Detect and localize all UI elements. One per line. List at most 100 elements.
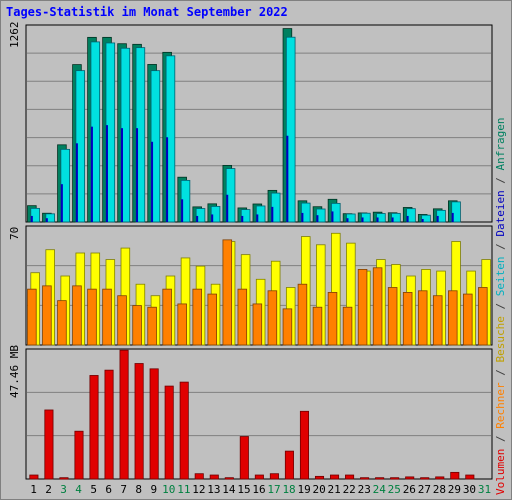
bar-dateien-24 [376, 217, 379, 222]
bar-volumen-25 [390, 477, 400, 480]
bar-seiten-18 [285, 36, 296, 223]
bar-dateien-25 [391, 217, 394, 222]
legend-volumen: Volumen [494, 449, 507, 495]
bar-dateien-3 [60, 184, 63, 222]
day-label-10: 10 [162, 483, 175, 496]
legend-sep [494, 442, 507, 449]
bar-seiten-12 [195, 208, 206, 223]
bar-dateien-9 [151, 141, 154, 222]
bar-volumen-14 [224, 477, 234, 480]
bar-volumen-18 [284, 450, 294, 480]
bar-rechner-9 [147, 306, 157, 346]
page-title: Tages-Statistik im Monat September 2022 [6, 5, 288, 19]
bar-rechner-10 [162, 288, 172, 346]
legend-sep-3: / [494, 303, 507, 310]
bar-dateien-2 [45, 218, 48, 222]
day-label-18: 18 [282, 483, 295, 496]
day-label-9: 9 [150, 483, 157, 496]
bar-rechner-3 [57, 300, 67, 346]
bar-rechner-13 [207, 293, 218, 346]
bar-volumen-8 [134, 363, 144, 480]
day-label-7: 7 [120, 483, 127, 496]
bar-rechner-25 [387, 287, 398, 346]
bar-rechner-6 [102, 288, 112, 346]
day-label-20: 20 [313, 483, 326, 496]
bar-dateien-5 [90, 126, 93, 222]
day-label-1: 1 [30, 483, 37, 496]
day-label-30: 30 [463, 483, 476, 496]
bar-seiten-13 [210, 206, 221, 223]
bar-volumen-5 [89, 375, 99, 480]
bar-seiten-27 [421, 214, 431, 223]
day-label-22: 22 [343, 483, 356, 496]
bar-seiten-15 [240, 209, 251, 223]
bar-volumen-17 [269, 473, 279, 480]
bar-volumen-13 [209, 474, 219, 480]
day-label-31: 31 [478, 483, 491, 496]
legend-sep-space-7 [494, 237, 507, 244]
bar-volumen-6 [104, 369, 114, 480]
bar-seiten-22 [346, 213, 356, 223]
bar-rechner-26 [402, 292, 413, 346]
legend-sep-space [494, 429, 507, 436]
bar-volumen-4 [74, 430, 84, 480]
bar-volumen-21 [330, 474, 340, 480]
bar-dateien-19 [301, 212, 304, 222]
bar-dateien-10 [166, 137, 169, 222]
legend-anfragen: Anfragen [494, 117, 507, 170]
legend-sep-space-3 [494, 363, 507, 370]
bar-dateien-29 [451, 212, 454, 222]
volume-ylabel: 47.46 MB [8, 345, 21, 398]
bar-volumen-2 [44, 409, 54, 480]
bar-rechner-24 [372, 267, 383, 346]
bar-rechner-18 [282, 308, 293, 346]
bar-dateien-1 [30, 215, 33, 222]
day-label-21: 21 [328, 483, 341, 496]
day-label-28: 28 [433, 483, 446, 496]
bar-rechner-2 [42, 285, 52, 346]
bar-volumen-15 [239, 436, 249, 480]
bar-rechner-21 [327, 292, 338, 346]
day-label-24: 24 [373, 483, 387, 496]
day-label-16: 16 [252, 483, 265, 496]
bar-rechner-22 [342, 306, 353, 346]
legend-sep-space-6 [494, 250, 507, 257]
visits-ylabel: 70 [8, 227, 21, 240]
x-axis-labels: 1 2 3 4 5 6 7 8 9 10 11 12 13 14 15 16 17 18 19 20 21 22 23 24 2… [30, 483, 491, 496]
bar-volumen-11 [179, 381, 189, 480]
bar-dateien-4 [75, 143, 78, 222]
bar-volumen-3 [59, 477, 69, 480]
bar-dateien-6 [105, 125, 108, 222]
legend-sep-space-4 [494, 310, 507, 317]
bar-rechner-11 [177, 303, 187, 346]
day-label-2: 2 [45, 483, 52, 496]
bar-volumen-20 [314, 475, 325, 480]
bar-rechner-29 [448, 290, 458, 346]
legend-sep-1: / [494, 435, 507, 442]
bar-seiten-1 [30, 207, 40, 223]
bar-dateien-18 [286, 135, 289, 222]
bar-volumen-23 [360, 477, 370, 480]
bar-dateien-13 [211, 214, 214, 222]
day-label-6: 6 [105, 483, 112, 496]
bar-rechner-27 [417, 290, 428, 346]
hits-ylabel: 1262 [8, 22, 21, 49]
day-label-12: 12 [192, 483, 205, 496]
day-label-17: 17 [267, 483, 280, 496]
legend-sep-4: / [494, 243, 507, 250]
day-label-11: 11 [177, 483, 190, 496]
bar-dateien-22 [346, 218, 349, 222]
day-label-15: 15 [237, 483, 250, 496]
day-label-14: 14 [222, 483, 236, 496]
bar-dateien-23 [361, 217, 364, 222]
legend-sep-5: / [494, 177, 507, 184]
bar-volumen-22 [345, 474, 355, 480]
day-label-4: 4 [75, 483, 82, 496]
bar-volumen-1 [29, 474, 39, 480]
day-label-23: 23 [358, 483, 371, 496]
bar-volumen-12 [194, 473, 204, 480]
bar-dateien-8 [136, 128, 139, 222]
bar-volumen-29 [450, 471, 460, 480]
bar-volumen-7 [119, 349, 129, 480]
bar-dateien-16 [256, 214, 259, 222]
